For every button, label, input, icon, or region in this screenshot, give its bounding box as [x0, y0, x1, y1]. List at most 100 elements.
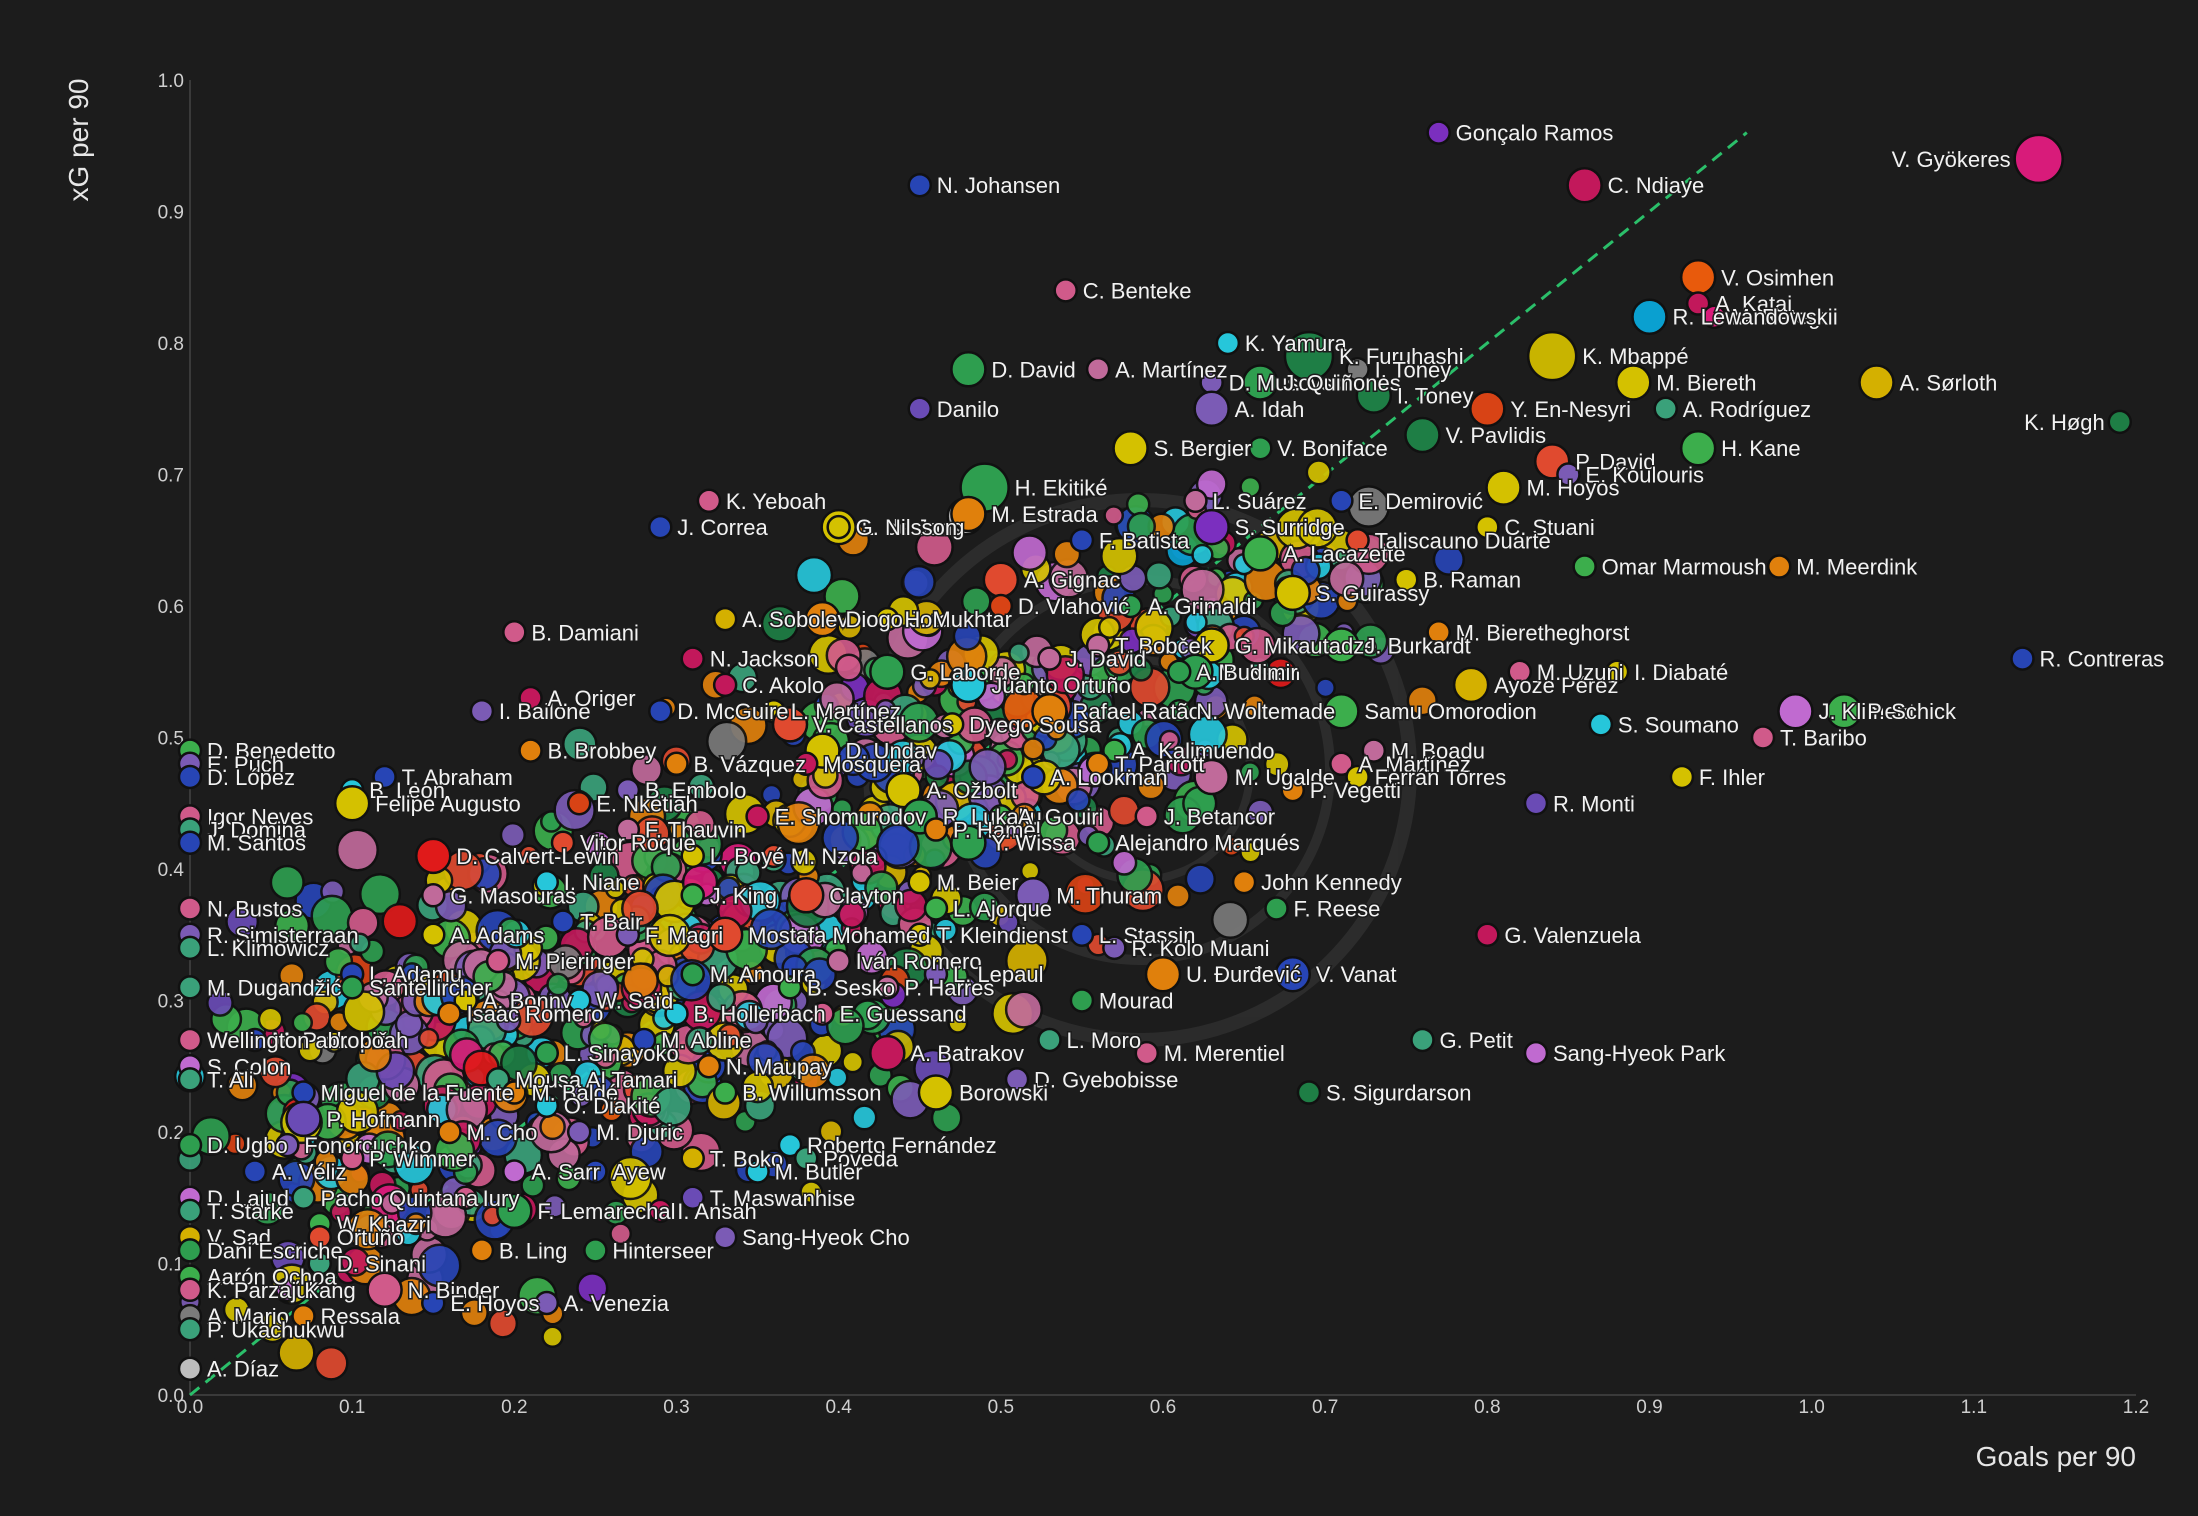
data-point[interactable]	[1215, 330, 1241, 356]
data-point[interactable]	[469, 1238, 495, 1263]
data-point[interactable]	[664, 751, 689, 777]
data-point[interactable]	[1631, 298, 1668, 335]
data-point[interactable]	[1085, 633, 1111, 658]
data-point[interactable]	[745, 1159, 770, 1184]
data-point[interactable]	[907, 922, 932, 947]
data-point[interactable]	[696, 488, 722, 514]
data-point[interactable]	[923, 896, 949, 921]
data-point[interactable]	[664, 1001, 689, 1026]
data-point[interactable]	[1685, 291, 1711, 316]
data-point[interactable]	[787, 877, 825, 914]
data-point[interactable]	[615, 777, 641, 803]
data-point[interactable]	[1426, 120, 1451, 145]
data-point[interactable]	[421, 1290, 446, 1316]
data-point[interactable]	[907, 396, 932, 421]
data-point[interactable]	[706, 916, 744, 953]
data-point[interactable]	[485, 1067, 511, 1092]
data-point[interactable]	[453, 988, 478, 1013]
data-point[interactable]	[712, 1224, 738, 1250]
data-point[interactable]	[869, 653, 906, 690]
data-point[interactable]	[1102, 935, 1127, 961]
data-point[interactable]	[923, 961, 949, 987]
data-point[interactable]	[1615, 364, 1652, 401]
data-point[interactable]	[1031, 692, 1068, 730]
data-point[interactable]	[291, 1080, 316, 1105]
data-point[interactable]	[680, 883, 705, 908]
data-point[interactable]	[177, 830, 203, 855]
data-point[interactable]	[177, 1198, 203, 1224]
data-point[interactable]	[177, 1067, 203, 1092]
data-point[interactable]	[1426, 620, 1451, 645]
data-point[interactable]	[771, 706, 809, 743]
data-point[interactable]	[826, 948, 851, 974]
data-point[interactable]	[1069, 988, 1095, 1013]
data-point[interactable]	[1777, 692, 1814, 730]
data-point[interactable]	[177, 935, 203, 961]
data-point[interactable]	[502, 1080, 527, 1105]
data-point[interactable]	[275, 1132, 300, 1158]
data-point[interactable]	[680, 843, 705, 869]
data-point[interactable]	[1283, 330, 1335, 382]
data-point[interactable]	[761, 843, 787, 869]
data-point[interactable]	[1679, 429, 1717, 467]
data-point[interactable]	[1069, 922, 1095, 947]
data-point[interactable]	[1526, 330, 1578, 382]
data-point[interactable]	[242, 1027, 268, 1053]
data-point[interactable]	[777, 975, 803, 1000]
data-point[interactable]	[1085, 357, 1111, 382]
data-point[interactable]	[1069, 528, 1095, 553]
data-point[interactable]	[1345, 357, 1370, 382]
data-point[interactable]	[885, 771, 922, 809]
data-point[interactable]	[1134, 1040, 1160, 1066]
data-point[interactable]	[875, 606, 900, 632]
data-point[interactable]	[1193, 758, 1230, 796]
data-point[interactable]	[1037, 1027, 1062, 1053]
data-point[interactable]	[1556, 462, 1581, 487]
data-point[interactable]	[810, 1001, 835, 1026]
data-point[interactable]	[518, 738, 543, 763]
data-point[interactable]	[372, 764, 397, 790]
data-point[interactable]	[615, 817, 641, 842]
data-point[interactable]	[566, 791, 592, 816]
data-point[interactable]	[1410, 1027, 1435, 1053]
data-point[interactable]	[1345, 764, 1370, 790]
data-point[interactable]	[793, 751, 819, 777]
data-point[interactable]	[177, 1132, 203, 1158]
data-point[interactable]	[982, 561, 1020, 598]
data-point[interactable]	[1112, 429, 1149, 467]
data-point[interactable]	[177, 1277, 203, 1303]
data-point[interactable]	[1475, 922, 1500, 947]
data-point[interactable]	[648, 514, 673, 540]
data-point[interactable]	[777, 1132, 803, 1158]
data-point[interactable]	[566, 1119, 592, 1145]
data-point[interactable]	[804, 600, 841, 638]
data-point[interactable]	[923, 817, 949, 842]
data-point[interactable]	[2107, 409, 2133, 435]
data-point[interactable]	[1193, 508, 1230, 546]
data-point[interactable]	[1004, 1067, 1030, 1092]
data-point[interactable]	[1355, 377, 1393, 414]
data-point[interactable]	[534, 869, 560, 895]
data-point[interactable]	[1323, 627, 1360, 664]
data-point[interactable]	[907, 869, 932, 895]
data-point[interactable]	[421, 883, 446, 908]
data-point[interactable]	[1604, 659, 1630, 684]
data-point[interactable]	[453, 1185, 478, 1210]
data-point[interactable]	[1361, 738, 1387, 763]
data-point[interactable]	[1274, 574, 1311, 612]
data-point[interactable]	[177, 1027, 203, 1053]
data-point[interactable]	[950, 495, 987, 533]
data-point[interactable]	[177, 1317, 203, 1342]
data-point[interactable]	[534, 1040, 560, 1066]
data-point[interactable]	[1523, 791, 1549, 816]
data-point[interactable]	[950, 666, 987, 704]
data-point[interactable]	[1702, 304, 1727, 329]
data-point[interactable]	[502, 620, 527, 645]
data-point[interactable]	[1144, 955, 1182, 993]
data-point[interactable]	[291, 1185, 316, 1210]
data-point[interactable]	[648, 698, 673, 724]
data-point[interactable]	[1280, 777, 1305, 803]
data-point[interactable]	[1507, 659, 1533, 684]
data-point[interactable]	[1015, 877, 1052, 914]
data-point[interactable]	[291, 1303, 316, 1329]
